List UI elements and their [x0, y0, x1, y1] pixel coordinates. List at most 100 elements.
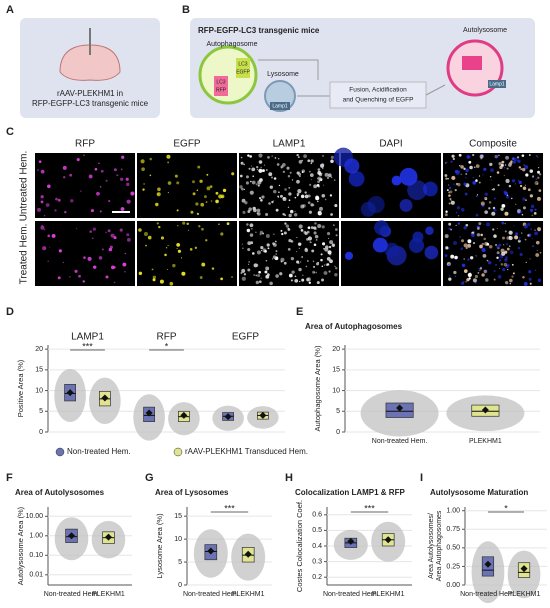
signal — [513, 157, 518, 162]
signal — [257, 184, 260, 187]
signal — [459, 235, 462, 238]
mean — [259, 411, 267, 419]
signal — [247, 268, 251, 272]
signal — [200, 202, 205, 207]
signal — [324, 247, 329, 252]
signal — [475, 179, 478, 183]
panel-b-title: RFP-EGFP-LC3 transgenic mice — [198, 26, 320, 35]
signal — [206, 186, 211, 191]
signal — [509, 278, 513, 283]
signal — [493, 197, 496, 200]
signal — [458, 153, 462, 157]
signal — [508, 184, 512, 188]
signal — [252, 206, 256, 211]
y-tick-label: 10 — [332, 387, 340, 394]
signal — [330, 213, 333, 216]
signal — [450, 199, 452, 201]
signal — [504, 164, 507, 166]
signal — [45, 203, 50, 207]
signal — [205, 201, 208, 203]
signal — [512, 158, 514, 160]
signal — [329, 194, 333, 197]
signal — [267, 156, 270, 159]
signal — [271, 155, 273, 157]
signal — [194, 246, 197, 249]
signal — [294, 275, 297, 278]
signal — [255, 183, 258, 186]
signal — [488, 245, 493, 249]
signal — [298, 224, 303, 229]
signal — [256, 166, 259, 169]
mean — [180, 411, 188, 419]
signal — [502, 268, 506, 272]
signal — [271, 176, 273, 179]
signal — [143, 232, 148, 237]
signal — [453, 241, 458, 246]
signal — [509, 250, 514, 255]
signal — [493, 278, 496, 281]
signal — [311, 249, 315, 253]
signal — [279, 272, 283, 276]
signal — [310, 162, 313, 165]
signal — [218, 207, 220, 209]
signal — [70, 199, 74, 203]
y-axis-label: Autophagosome Area (%) — [313, 345, 322, 431]
y-tick-label: 15 — [35, 367, 43, 374]
signal — [460, 281, 465, 285]
signal — [478, 181, 481, 184]
signal — [503, 175, 505, 177]
signal — [482, 174, 484, 176]
signal — [76, 158, 80, 162]
signal — [447, 177, 449, 180]
signal — [454, 255, 458, 260]
signal — [62, 165, 67, 170]
y-tick-label: 10 — [174, 536, 182, 543]
y-tick-label: 0 — [39, 429, 43, 436]
lamp1-label: Lamp1 — [272, 103, 288, 109]
signal — [259, 178, 263, 182]
y-tick-label: 10.00 — [25, 513, 43, 520]
signal — [465, 223, 469, 227]
column-header: LAMP1 — [273, 139, 306, 150]
signal — [329, 259, 333, 264]
signal — [296, 236, 298, 239]
signal — [265, 169, 268, 171]
legend-swatch — [173, 447, 183, 457]
signal — [247, 210, 251, 214]
signal — [145, 244, 147, 247]
signal — [38, 160, 42, 164]
signal — [260, 199, 263, 202]
signal — [192, 192, 196, 196]
signal — [167, 244, 169, 247]
signal — [479, 269, 481, 271]
lysosome-label: Lysosome — [267, 71, 299, 78]
signal — [450, 160, 453, 163]
signal — [307, 226, 311, 230]
signal — [539, 173, 542, 176]
signal — [525, 199, 527, 202]
signal — [330, 176, 333, 179]
y-tick-label: 20 — [332, 346, 340, 353]
signal — [211, 267, 215, 270]
signal — [455, 184, 457, 186]
signal — [260, 249, 263, 252]
signal — [493, 208, 497, 212]
signal — [280, 165, 284, 169]
signal — [253, 274, 256, 276]
signal — [483, 237, 486, 241]
signal — [269, 185, 274, 189]
signal — [120, 177, 124, 181]
signal — [275, 274, 279, 278]
mean — [101, 394, 109, 402]
signal — [492, 188, 496, 191]
signal — [476, 227, 480, 230]
signal — [517, 239, 521, 243]
signal — [160, 236, 165, 240]
signal — [267, 273, 270, 277]
signal — [220, 277, 223, 281]
signal — [474, 281, 477, 284]
signal — [222, 188, 227, 193]
signal — [126, 238, 131, 242]
signal — [297, 156, 300, 158]
signal — [315, 196, 320, 201]
